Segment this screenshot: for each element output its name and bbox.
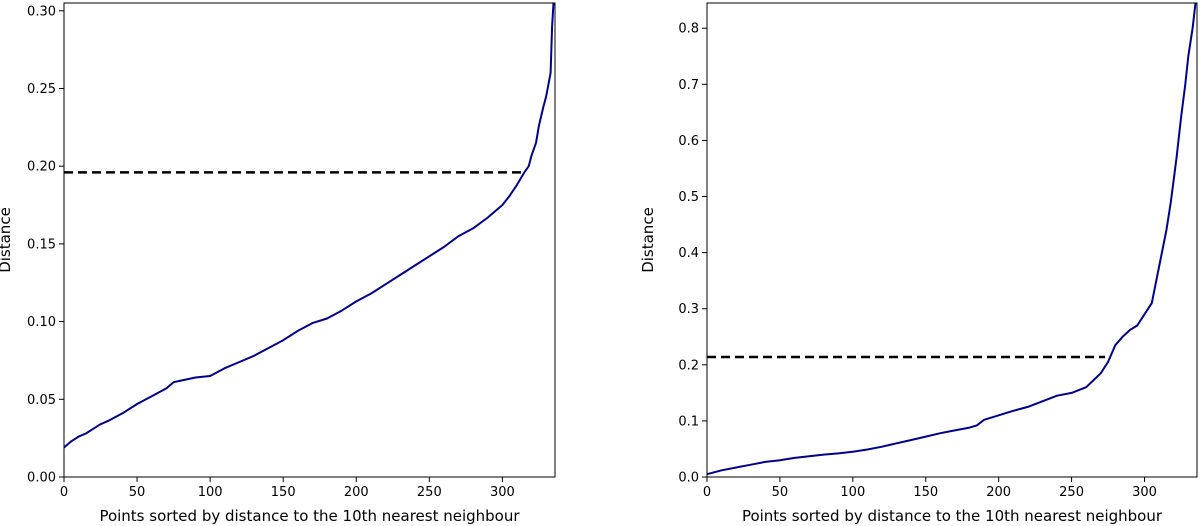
- right-x-tick-label: 150: [913, 485, 938, 500]
- right-y-tick-label: 0.5: [678, 190, 699, 205]
- right-y-tick-label: 0.6: [678, 134, 699, 149]
- right-x-tick-label: 200: [986, 485, 1011, 500]
- left-y-tick-label: 0.00: [27, 471, 56, 486]
- right-y-tick-label: 0.4: [678, 246, 699, 261]
- right-y-tick-label: 0.3: [678, 302, 699, 317]
- right-y-tick-label: 0.7: [678, 78, 699, 93]
- right-x-tick-label: 300: [1132, 485, 1157, 500]
- left-y-tick-label: 0.10: [27, 315, 56, 330]
- left-chart: 0 50 100 150 200 250 300 0.00 0.05 0.10 0.15 0.20 0…: [0, 2, 556, 525]
- left-distance-curve: [63, 2, 555, 449]
- left-y-tick-label: 0.20: [27, 160, 56, 175]
- right-y-tick-label: 0.2: [678, 358, 699, 373]
- right-y-tick-label: 0.0: [678, 471, 699, 486]
- left-y-tick-label: 0.05: [27, 393, 56, 408]
- right-plot-frame: [706, 2, 1198, 478]
- right-x-tick-label: 100: [840, 485, 865, 500]
- right-x-tick-label: 250: [1059, 485, 1084, 500]
- left-x-tick-label: 50: [129, 485, 146, 500]
- right-distance-curve: [706, 2, 1197, 476]
- left-x-tick-label: 200: [344, 485, 369, 500]
- left-plot-frame: [63, 2, 556, 478]
- left-x-tick-label: 150: [271, 485, 296, 500]
- right-chart: 0 50 100 150 200 250 300 0.0 0.1 0.2 0.3 0.4 0.5 0.6…: [639, 2, 1198, 525]
- left-x-tick-label: 250: [417, 485, 442, 500]
- left-x-axis-label: Points sorted by distance to the 10th ne…: [99, 507, 520, 525]
- left-y-tick-label: 0.30: [27, 4, 56, 19]
- right-y-axis-label: Distance: [639, 207, 657, 273]
- right-x-tick-label: 50: [772, 485, 789, 500]
- left-y-axis-label: Distance: [0, 207, 14, 273]
- right-y-tick-label: 0.8: [678, 22, 699, 37]
- left-x-tick-label: 100: [198, 485, 223, 500]
- left-y-tick-label: 0.15: [27, 237, 56, 252]
- left-x-tick-label: 0: [60, 485, 68, 500]
- left-x-tick-label: 300: [490, 485, 515, 500]
- left-y-tick-label: 0.25: [27, 82, 56, 97]
- right-x-axis-label: Points sorted by distance to the 10th ne…: [742, 507, 1163, 525]
- right-x-tick-label: 0: [703, 485, 711, 500]
- right-y-tick-label: 0.1: [678, 414, 699, 429]
